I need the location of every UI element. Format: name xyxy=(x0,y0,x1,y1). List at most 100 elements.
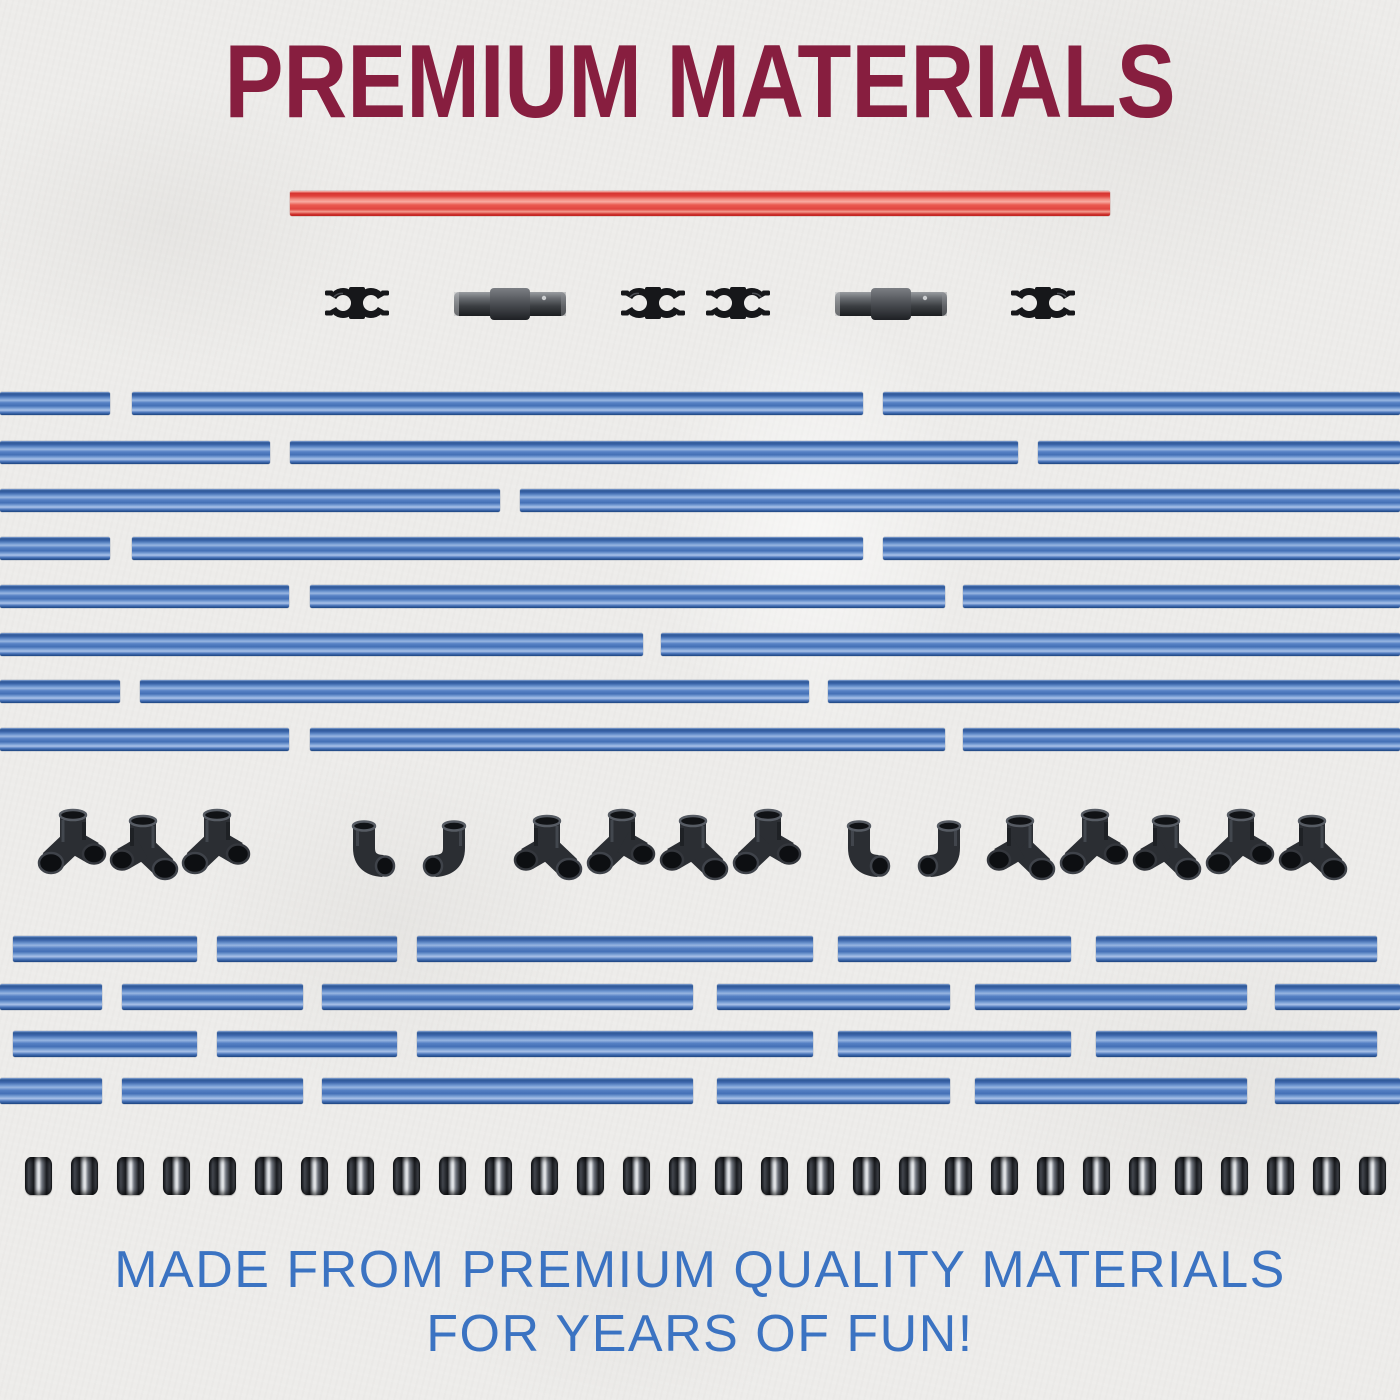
corner-connector-graphic xyxy=(586,808,656,875)
pipe-segment xyxy=(0,489,500,512)
elbow-connector xyxy=(915,816,965,885)
end-cap xyxy=(531,1157,558,1195)
pipe-segment xyxy=(975,1078,1247,1104)
footer-line1: MADE FROM PREMIUM QUALITY MATERIALS xyxy=(114,1241,1286,1299)
corner-connector xyxy=(36,802,108,889)
pipe-segment xyxy=(0,680,120,703)
corner-connector xyxy=(585,802,657,889)
pipe-segment xyxy=(140,680,809,703)
coupler-graphic xyxy=(454,288,566,320)
pipe-coupler xyxy=(452,283,568,330)
elbow-connector-graphic xyxy=(351,820,396,877)
red-pipe-divider xyxy=(290,191,1110,216)
end-cap xyxy=(1037,1157,1064,1195)
footer-line2: FOR YEARS OF FUN! xyxy=(426,1305,974,1364)
end-cap xyxy=(1175,1157,1202,1195)
end-cap xyxy=(209,1157,236,1195)
end-cap xyxy=(347,1157,374,1195)
corner-connector-graphic xyxy=(37,808,107,875)
pipe-segment xyxy=(883,537,1400,560)
end-cap xyxy=(623,1157,650,1195)
end-cap xyxy=(485,1157,512,1195)
corner-connector xyxy=(1204,802,1276,889)
snap-clip-graphic xyxy=(706,287,770,319)
corner-connector xyxy=(658,808,730,895)
corner-connector xyxy=(1131,808,1203,895)
pipe-segment xyxy=(0,585,289,608)
corner-connector-graphic xyxy=(181,808,251,875)
corner-connector-graphic xyxy=(659,814,729,881)
pipe-segment xyxy=(975,984,1247,1010)
pipe-segment xyxy=(1096,936,1377,962)
end-cap xyxy=(899,1157,926,1195)
corner-connector xyxy=(512,808,584,895)
pipe-segment xyxy=(217,936,397,962)
end-cap xyxy=(1313,1157,1340,1195)
corner-connector-graphic xyxy=(1059,808,1129,875)
corner-connector-graphic xyxy=(732,808,802,875)
pipe-segment xyxy=(217,1031,397,1057)
end-cap xyxy=(761,1157,788,1195)
pipe-coupler xyxy=(833,283,949,330)
end-cap xyxy=(25,1157,52,1195)
corner-connector xyxy=(180,802,252,889)
snap-clip xyxy=(322,280,392,331)
snap-clip xyxy=(618,280,688,331)
corner-connector-graphic xyxy=(1205,808,1275,875)
end-cap xyxy=(807,1157,834,1195)
pipe-segment xyxy=(122,1078,303,1104)
snap-clip xyxy=(1008,280,1078,331)
end-cap xyxy=(117,1157,144,1195)
end-cap xyxy=(1129,1157,1156,1195)
elbow-connector-graphic xyxy=(846,820,891,877)
end-cap xyxy=(669,1157,696,1195)
end-cap xyxy=(1221,1157,1248,1195)
pipe-segment xyxy=(838,1031,1071,1057)
end-cap xyxy=(1267,1157,1294,1195)
pipe-segment xyxy=(0,728,289,751)
end-cap xyxy=(439,1157,466,1195)
corner-connector-graphic xyxy=(1132,814,1202,881)
corner-connector-graphic xyxy=(109,814,179,881)
pipe-segment xyxy=(661,633,1400,656)
page-title: PREMIUM MATERIALS xyxy=(224,24,1176,140)
pipe-segment xyxy=(310,728,945,751)
end-cap xyxy=(577,1157,604,1195)
pipe-segment xyxy=(0,441,270,464)
pipe-segment xyxy=(883,392,1400,415)
pipe-segment xyxy=(963,585,1400,608)
corner-connector xyxy=(1277,808,1349,895)
snap-clip-graphic xyxy=(1011,287,1075,319)
pipe-segment xyxy=(963,728,1400,751)
pipe-segment xyxy=(0,984,102,1010)
pipe-segment xyxy=(122,984,303,1010)
pipe-segment xyxy=(717,984,950,1010)
pipe-segment xyxy=(520,489,1400,512)
snap-clip xyxy=(703,280,773,331)
pipe-segment xyxy=(1275,1078,1400,1104)
end-cap xyxy=(163,1157,190,1195)
pipe-segment xyxy=(0,633,643,656)
pipe-segment xyxy=(0,537,110,560)
pipe-segment xyxy=(132,537,863,560)
end-cap xyxy=(715,1157,742,1195)
elbow-connector xyxy=(843,816,893,885)
pipe-segment xyxy=(1038,441,1400,464)
end-cap xyxy=(255,1157,282,1195)
coupler-graphic xyxy=(835,288,947,320)
pipe-segment xyxy=(0,1078,102,1104)
pipe-segment xyxy=(322,984,693,1010)
pipe-segment xyxy=(838,936,1071,962)
elbow-connector xyxy=(348,816,398,885)
corner-connector xyxy=(985,808,1057,895)
end-cap xyxy=(1359,1157,1386,1195)
corner-connector xyxy=(1058,802,1130,889)
corner-connector-graphic xyxy=(986,814,1056,881)
end-cap xyxy=(945,1157,972,1195)
elbow-connector-graphic xyxy=(422,820,467,877)
end-cap xyxy=(301,1157,328,1195)
elbow-connector xyxy=(420,816,470,885)
pipe-segment xyxy=(132,392,863,415)
pipe-segment xyxy=(828,680,1400,703)
pipe-segment xyxy=(13,1031,197,1057)
